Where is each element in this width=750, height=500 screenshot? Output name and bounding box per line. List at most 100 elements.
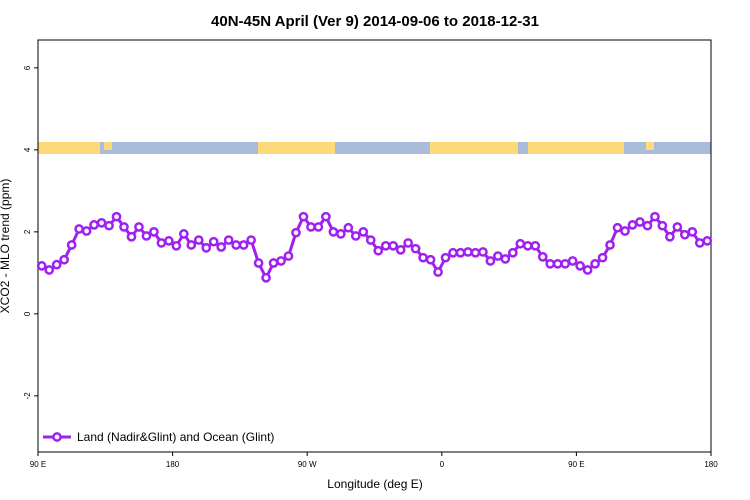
data-point <box>59 254 70 265</box>
data-point <box>74 224 84 234</box>
data-point <box>343 222 354 233</box>
data-point <box>448 247 458 258</box>
y-tick-label: 0 <box>23 311 32 316</box>
data-point <box>119 222 129 232</box>
data-point <box>590 258 600 269</box>
data-point <box>216 242 227 252</box>
data-point <box>350 231 361 241</box>
data-point <box>679 229 690 240</box>
x-tick-label: 90 E <box>568 460 584 469</box>
data-point <box>358 227 369 237</box>
legend-label: Land (Nadir&Glint) and Ocean (Glint) <box>77 430 274 444</box>
data-point <box>231 240 242 250</box>
data-point <box>246 235 256 245</box>
data-point <box>657 220 668 231</box>
data-point <box>380 240 391 251</box>
data-point <box>605 240 615 250</box>
data-point <box>575 261 585 271</box>
data-point <box>522 240 533 251</box>
data-point <box>141 231 152 241</box>
data-point <box>560 258 571 269</box>
data-point <box>89 220 99 230</box>
data-point <box>44 265 55 275</box>
data-point <box>66 240 77 250</box>
data-point <box>81 226 92 236</box>
data-point <box>470 247 481 258</box>
data-point <box>694 238 705 248</box>
x-tick-label: 180 <box>704 460 718 469</box>
data-point <box>433 267 443 277</box>
y-tick-label: 4 <box>23 147 32 152</box>
data-point <box>687 227 698 237</box>
data-point <box>665 231 675 242</box>
data-point <box>403 238 413 248</box>
data-point <box>283 251 294 261</box>
data-point <box>156 238 167 248</box>
x-tick-label: 180 <box>166 460 180 469</box>
data-point <box>171 240 182 251</box>
data-point <box>96 217 107 228</box>
chart-title: 40N-45N April (Ver 9) 2014-09-06 to 2018… <box>211 13 539 30</box>
data-point <box>261 272 271 283</box>
y-tick-label: -2 <box>23 392 32 400</box>
data-point <box>253 258 264 268</box>
data-point <box>642 220 653 231</box>
data-point <box>134 222 144 232</box>
data-point <box>425 254 436 265</box>
data-point <box>507 247 518 258</box>
data-point <box>313 222 324 232</box>
legend-marker <box>52 432 62 442</box>
data-point <box>567 256 578 266</box>
data-point <box>500 254 511 264</box>
x-tick-label: 90 E <box>30 460 46 469</box>
data-point <box>208 236 219 247</box>
data-point <box>485 256 496 266</box>
data-point <box>537 252 548 262</box>
data-point <box>702 236 713 246</box>
data-point <box>186 240 197 250</box>
data-point <box>650 211 660 222</box>
data-point <box>418 252 428 263</box>
data-point <box>238 240 249 250</box>
data-point <box>672 222 683 232</box>
x-tick-label: 0 <box>440 460 445 469</box>
x-tick-label: 90 W <box>298 460 317 469</box>
y-axis-label: XCO2 - MLO trend (ppm) <box>0 179 12 314</box>
data-point <box>178 229 189 239</box>
data-point <box>276 256 286 266</box>
data-point <box>268 258 279 268</box>
data-point <box>463 247 473 257</box>
data-point <box>306 222 316 232</box>
data-point <box>530 240 541 251</box>
data-point <box>223 235 234 245</box>
data-point <box>328 227 339 237</box>
data-point <box>298 211 309 222</box>
data-point <box>321 211 331 222</box>
data-point <box>552 258 563 269</box>
data-point <box>291 227 301 238</box>
data-point <box>395 245 406 255</box>
data-point <box>515 238 526 249</box>
y-tick-label: 6 <box>23 65 32 70</box>
data-point <box>545 258 556 269</box>
data-point <box>612 222 623 233</box>
data-point <box>410 243 421 254</box>
x-axis-label: Longitude (deg E) <box>327 477 422 491</box>
data-point <box>201 242 212 253</box>
data-point <box>455 247 466 258</box>
data-point <box>597 252 608 263</box>
y-tick-label: 2 <box>23 229 32 234</box>
data-point <box>336 229 346 239</box>
data-point <box>164 236 174 246</box>
plot-frame <box>37 39 712 453</box>
data-point <box>111 211 122 222</box>
data-point <box>104 220 114 231</box>
data-point <box>582 265 593 275</box>
data-point <box>627 220 638 230</box>
data-point <box>126 231 137 242</box>
data-point <box>478 247 488 257</box>
data-point <box>36 261 47 271</box>
data-point <box>373 245 384 256</box>
data-point <box>388 240 399 251</box>
